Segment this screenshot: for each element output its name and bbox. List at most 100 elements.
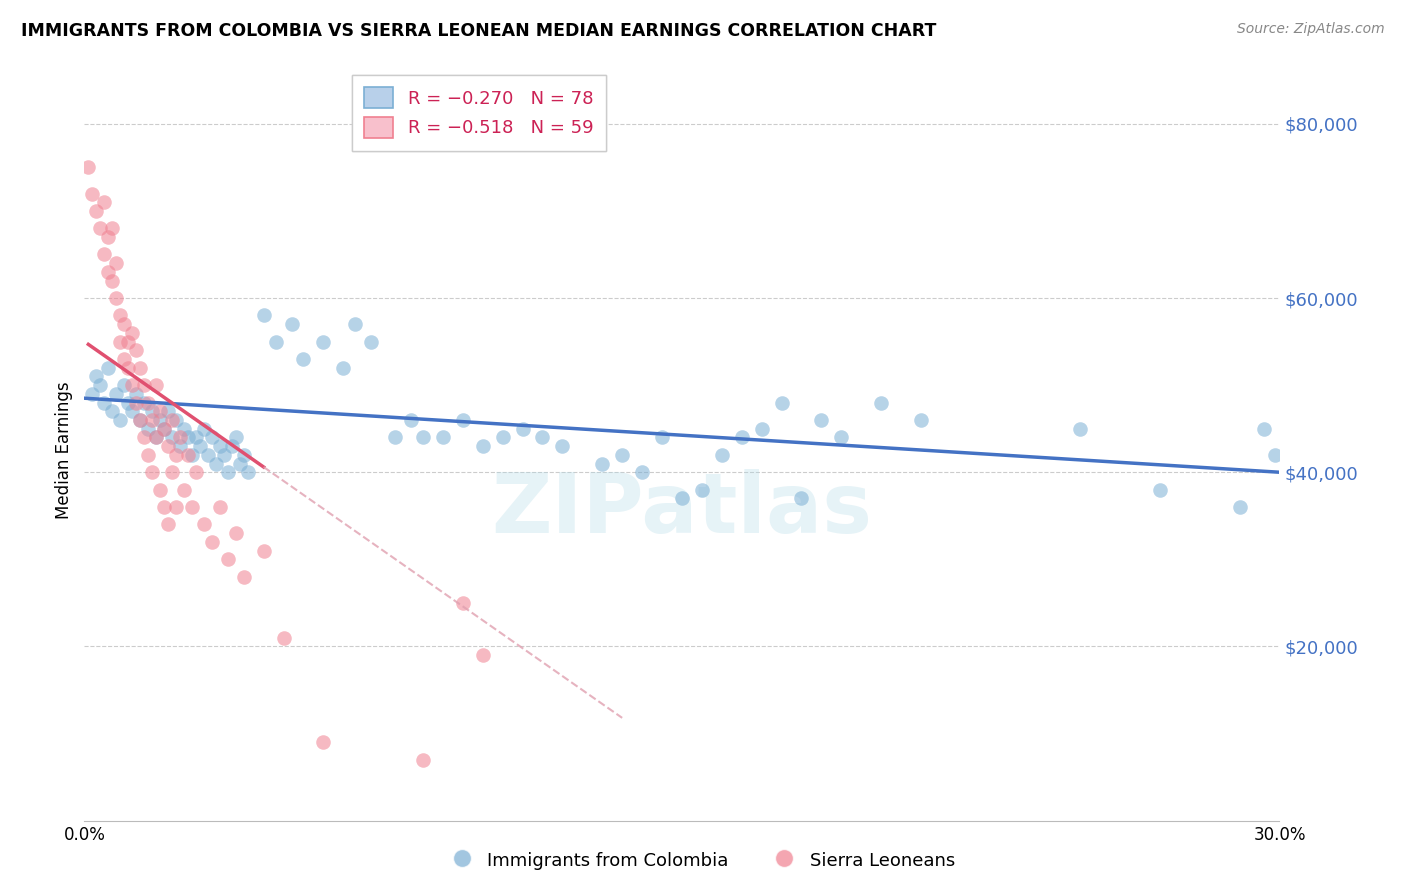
Immigrants from Colombia — [153, 422, 176, 436]
Immigrants from Colombia — [201, 430, 224, 444]
Immigrants from Colombia — [770, 395, 793, 409]
Immigrants from Colombia — [221, 439, 243, 453]
Immigrants from Colombia — [184, 430, 207, 444]
Immigrants from Colombia — [149, 413, 172, 427]
Immigrants from Colombia — [1069, 422, 1091, 436]
Sierra Leoneans — [101, 274, 124, 288]
Immigrants from Colombia — [810, 413, 832, 427]
Y-axis label: Median Earnings: Median Earnings — [55, 382, 73, 519]
Immigrants from Colombia — [312, 334, 335, 349]
Immigrants from Colombia — [89, 378, 111, 392]
Immigrants from Colombia — [512, 422, 534, 436]
Sierra Leoneans — [125, 395, 148, 409]
Immigrants from Colombia — [591, 457, 613, 471]
Immigrants from Colombia — [229, 457, 252, 471]
Immigrants from Colombia — [236, 465, 259, 479]
Sierra Leoneans — [157, 439, 180, 453]
Immigrants from Colombia — [1229, 500, 1251, 514]
Sierra Leoneans — [121, 326, 143, 340]
Immigrants from Colombia — [181, 448, 204, 462]
Immigrants from Colombia — [112, 378, 135, 392]
Immigrants from Colombia — [212, 448, 235, 462]
Sierra Leoneans — [141, 465, 163, 479]
Sierra Leoneans — [145, 430, 167, 444]
Immigrants from Colombia — [253, 309, 276, 323]
Sierra Leoneans — [471, 648, 494, 662]
Immigrants from Colombia — [197, 448, 219, 462]
Immigrants from Colombia — [531, 430, 554, 444]
Immigrants from Colombia — [188, 439, 211, 453]
Sierra Leoneans — [173, 483, 195, 497]
Sierra Leoneans — [117, 334, 139, 349]
Immigrants from Colombia — [217, 465, 239, 479]
Immigrants from Colombia — [232, 448, 254, 462]
Sierra Leoneans — [101, 221, 124, 235]
Immigrants from Colombia — [710, 448, 733, 462]
Immigrants from Colombia — [145, 430, 167, 444]
Sierra Leoneans — [129, 413, 152, 427]
Sierra Leoneans — [412, 753, 434, 767]
Immigrants from Colombia — [690, 483, 713, 497]
Immigrants from Colombia — [82, 387, 104, 401]
Sierra Leoneans — [132, 378, 156, 392]
Sierra Leoneans — [132, 430, 156, 444]
Immigrants from Colombia — [671, 491, 693, 506]
Sierra Leoneans — [153, 500, 176, 514]
Immigrants from Colombia — [125, 387, 148, 401]
Immigrants from Colombia — [1253, 422, 1275, 436]
Sierra Leoneans — [105, 256, 128, 270]
Sierra Leoneans — [117, 360, 139, 375]
Sierra Leoneans — [110, 334, 132, 349]
Sierra Leoneans — [177, 448, 200, 462]
Immigrants from Colombia — [332, 360, 354, 375]
Immigrants from Colombia — [205, 457, 228, 471]
Sierra Leoneans — [165, 500, 187, 514]
Immigrants from Colombia — [612, 448, 634, 462]
Legend: Immigrants from Colombia, Sierra Leoneans: Immigrants from Colombia, Sierra Leonean… — [444, 842, 962, 879]
Immigrants from Colombia — [208, 439, 231, 453]
Immigrants from Colombia — [177, 430, 200, 444]
Sierra Leoneans — [312, 735, 335, 749]
Immigrants from Colombia — [165, 413, 187, 427]
Sierra Leoneans — [157, 517, 180, 532]
Sierra Leoneans — [153, 422, 176, 436]
Immigrants from Colombia — [751, 422, 773, 436]
Immigrants from Colombia — [169, 439, 191, 453]
Immigrants from Colombia — [136, 422, 159, 436]
Sierra Leoneans — [125, 343, 148, 358]
Immigrants from Colombia — [93, 395, 115, 409]
Immigrants from Colombia — [1264, 448, 1286, 462]
Immigrants from Colombia — [344, 317, 367, 331]
Immigrants from Colombia — [193, 422, 215, 436]
Immigrants from Colombia — [399, 413, 422, 427]
Immigrants from Colombia — [631, 465, 654, 479]
Sierra Leoneans — [225, 526, 247, 541]
Sierra Leoneans — [129, 360, 152, 375]
Sierra Leoneans — [141, 413, 163, 427]
Text: Source: ZipAtlas.com: Source: ZipAtlas.com — [1237, 22, 1385, 37]
Sierra Leoneans — [112, 317, 135, 331]
Immigrants from Colombia — [110, 413, 132, 427]
Sierra Leoneans — [89, 221, 111, 235]
Immigrants from Colombia — [121, 404, 143, 418]
Immigrants from Colombia — [360, 334, 382, 349]
Sierra Leoneans — [160, 465, 183, 479]
Sierra Leoneans — [136, 448, 159, 462]
Immigrants from Colombia — [157, 404, 180, 418]
Sierra Leoneans — [77, 161, 100, 175]
Sierra Leoneans — [160, 413, 183, 427]
Immigrants from Colombia — [830, 430, 852, 444]
Sierra Leoneans — [217, 552, 239, 566]
Immigrants from Colombia — [225, 430, 247, 444]
Immigrants from Colombia — [910, 413, 932, 427]
Immigrants from Colombia — [651, 430, 673, 444]
Immigrants from Colombia — [432, 430, 454, 444]
Sierra Leoneans — [86, 203, 108, 218]
Immigrants from Colombia — [471, 439, 494, 453]
Sierra Leoneans — [97, 230, 120, 244]
Immigrants from Colombia — [551, 439, 574, 453]
Sierra Leoneans — [82, 186, 104, 201]
Text: ZIPatlas: ZIPatlas — [492, 469, 872, 550]
Immigrants from Colombia — [731, 430, 754, 444]
Sierra Leoneans — [145, 378, 167, 392]
